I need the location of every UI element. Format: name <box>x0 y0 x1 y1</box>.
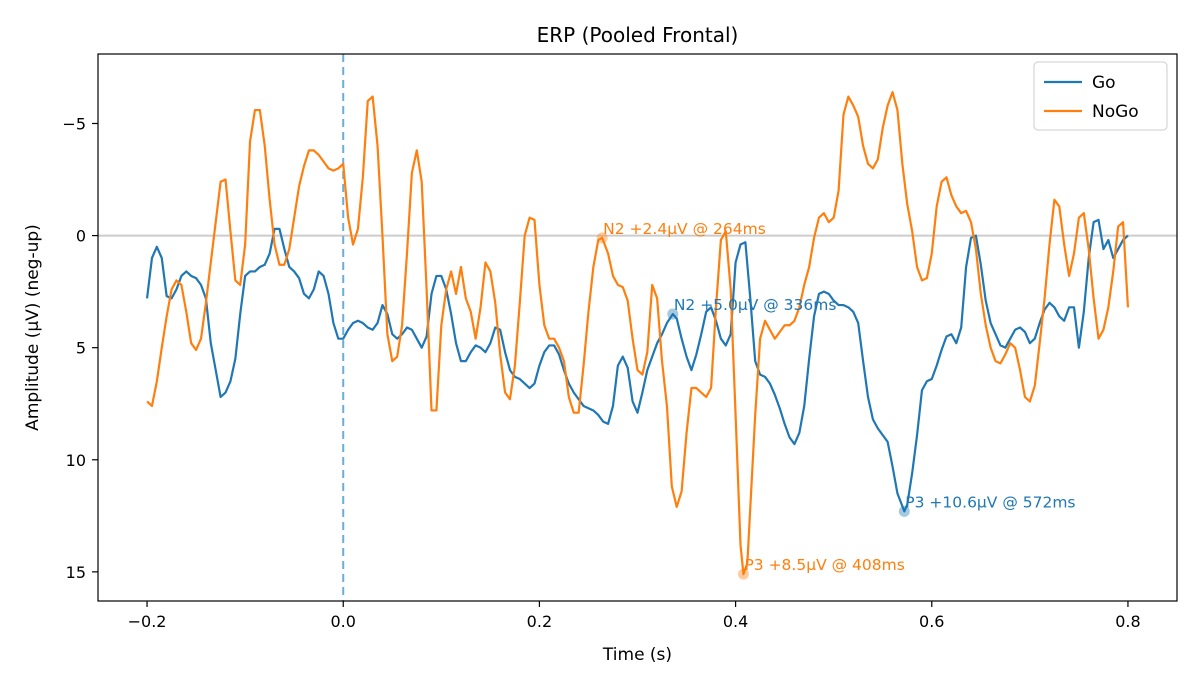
y-tick-label: 15 <box>66 563 86 582</box>
annotation-layer: N2 +2.4μV @ 264ms N2 +5.0μV @ 336ms P3 +10… <box>596 220 1076 580</box>
y-tick-label: −5 <box>62 114 86 133</box>
y-tick-label: 5 <box>76 339 86 358</box>
legend-label-nogo: NoGo <box>1092 102 1139 122</box>
x-tick-label: 0.0 <box>331 612 356 631</box>
legend-label-go: Go <box>1092 73 1116 93</box>
peak-annotation: N2 +5.0μV @ 336ms <box>674 296 837 314</box>
peak-marker <box>596 232 608 244</box>
y-axis-label: Amplitude (μV) (neg-up) <box>23 224 43 431</box>
x-tick-label: −0.2 <box>128 612 167 631</box>
series-line-go <box>145 218 1129 513</box>
legend: Go NoGo <box>1033 61 1168 131</box>
series-layer <box>145 91 1130 576</box>
chart-title: ERP (Pooled Frontal) <box>537 23 739 47</box>
peak-annotation: P3 +8.5μV @ 408ms <box>744 556 904 574</box>
x-tick-label: 0.6 <box>919 612 944 631</box>
peak-annotation: P3 +10.6μV @ 572ms <box>905 493 1075 511</box>
legend-box <box>1033 61 1168 131</box>
x-tick-label: 0.4 <box>723 612 748 631</box>
x-axis-label: Time (s) <box>602 645 672 665</box>
peak-annotation: N2 +2.4μV @ 264ms <box>603 220 766 238</box>
plot-area: N2 +2.4μV @ 264ms N2 +5.0μV @ 336ms P3 +10… <box>98 54 1177 601</box>
x-tick-label: 0.2 <box>527 612 552 631</box>
x-axis: −0.2 0.0 0.2 0.4 0.6 0.8 <box>128 601 1141 631</box>
x-tick-label: 0.8 <box>1115 612 1140 631</box>
peak-marker <box>898 505 910 517</box>
plot-frame <box>97 53 1178 602</box>
peak-marker <box>737 568 749 580</box>
reference-lines <box>98 54 1177 601</box>
y-tick-label: 10 <box>66 451 86 470</box>
peak-marker <box>667 308 679 320</box>
y-axis: −5 0 5 10 15 <box>62 114 98 582</box>
series-line-nogo <box>146 91 1130 576</box>
y-tick-label: 0 <box>76 227 86 246</box>
